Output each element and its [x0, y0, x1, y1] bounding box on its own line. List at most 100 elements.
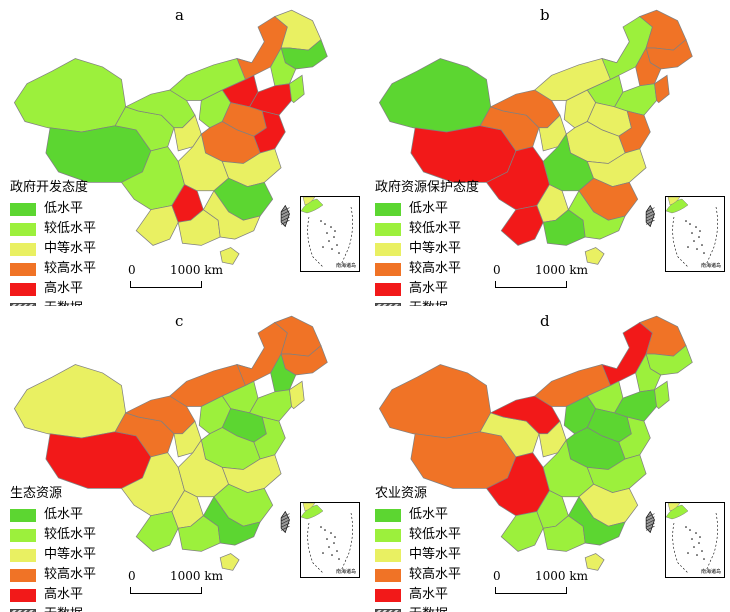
scale-zero: 0 [128, 263, 136, 277]
province-region [567, 496, 626, 546]
legend-item-low: 低水平 [10, 505, 96, 525]
scale-distance: 1000 km [535, 569, 589, 583]
china-map [378, 315, 693, 571]
legend-swatch [375, 548, 401, 562]
legend-item-high: 高水平 [375, 279, 479, 299]
legend-swatch [375, 568, 401, 582]
legend-label: 较高水平 [44, 567, 97, 582]
legend-title: 政府开发态度 [10, 180, 89, 195]
legend-swatch [375, 202, 401, 216]
province-region [500, 511, 544, 552]
south-china-sea-inset: 南海诸岛 [665, 502, 725, 578]
south-china-sea-inset: 南海诸岛 [300, 502, 360, 578]
legend: 农业资源 低水平较低水平中等水平较高水平高水平无数据 [375, 484, 461, 612]
panel-label: d [540, 312, 550, 330]
legend-label: 较低水平 [409, 527, 462, 542]
province-region [202, 496, 261, 546]
legend-item-higher: 较高水平 [10, 259, 96, 279]
legend-item-higher: 较高水平 [375, 565, 461, 585]
legend-swatch [10, 202, 36, 216]
legend-item-high: 高水平 [10, 279, 96, 299]
province-region [45, 431, 152, 489]
legend-title: 生态资源 [10, 486, 63, 501]
province-region [567, 190, 626, 240]
legend-label: 低水平 [44, 507, 84, 522]
province-region [378, 364, 492, 439]
legend-label: 低水平 [409, 507, 449, 522]
map-panel-d: d 农业资源 低水平较低水平中等水平较高水平高水平无数据 0 1000 km [365, 306, 730, 612]
legend-item-high: 高水平 [375, 585, 461, 605]
province-region [13, 364, 127, 439]
province-region [584, 553, 605, 571]
scale-distance: 1000 km [535, 263, 589, 277]
scale-distance: 1000 km [170, 263, 224, 277]
inset-caption: 南海诸岛 [335, 569, 356, 575]
china-map [378, 9, 693, 265]
legend-item-lower: 较低水平 [10, 219, 96, 239]
legend-item-nodata: 无数据 [10, 299, 96, 306]
legend-label: 中等水平 [44, 241, 97, 256]
legend-swatch [375, 242, 401, 256]
legend-swatch [10, 508, 36, 522]
legend-item-nodata: 无数据 [375, 299, 479, 306]
legend-item-lower: 较低水平 [375, 525, 461, 545]
legend: 生态资源 低水平较低水平中等水平较高水平高水平无数据 [10, 484, 96, 612]
inset-map [665, 196, 718, 268]
map-panel-a: a 政府开发态度 低水平较低水平中等水平较高水平高水平无数据 0 1000 km [0, 0, 365, 306]
map-panel-b: b 政府资源保护态度 低水平较低水平中等水平较高水平高水平无数据 0 1000 … [365, 0, 730, 306]
legend-swatch [10, 608, 36, 612]
province-region [289, 74, 305, 104]
legend-swatch [375, 302, 401, 306]
legend-item-nodata: 无数据 [10, 605, 96, 612]
legend-label: 中等水平 [409, 241, 462, 256]
scale-line [495, 587, 567, 594]
legend-item-low: 低水平 [375, 505, 461, 525]
legend-label: 高水平 [44, 587, 84, 602]
legend-item-higher: 较高水平 [375, 259, 479, 279]
legend-swatch [375, 508, 401, 522]
panel-label: a [175, 6, 184, 24]
province-region [378, 58, 492, 133]
legend-item-higher: 较高水平 [10, 565, 96, 585]
legend-title: 农业资源 [375, 486, 428, 501]
province-region [614, 83, 657, 116]
legend-item-nodata: 无数据 [375, 605, 461, 612]
legend-label: 较高水平 [409, 567, 462, 582]
legend-label: 较低水平 [409, 221, 462, 236]
legend-item-lower: 较低水平 [10, 525, 96, 545]
legend-swatch [375, 282, 401, 296]
legend-item-high: 高水平 [10, 585, 96, 605]
legend-swatch [375, 222, 401, 236]
province-region [135, 511, 179, 552]
legend: 政府资源保护态度 低水平较低水平中等水平较高水平高水平无数据 [375, 178, 479, 306]
scale-line [495, 281, 567, 288]
legend-item-lower: 较低水平 [375, 219, 479, 239]
province-region [500, 205, 544, 246]
legend-label: 较低水平 [44, 527, 97, 542]
legend-label: 无数据 [44, 299, 83, 306]
legend-label: 无数据 [409, 299, 448, 306]
inset-caption: 南海诸岛 [700, 263, 721, 269]
legend: 政府开发态度 低水平较低水平中等水平较高水平高水平无数据 [10, 178, 96, 306]
inset-caption: 南海诸岛 [335, 263, 356, 269]
province-region [135, 205, 179, 246]
scale-zero: 0 [128, 569, 136, 583]
panel-label: b [540, 6, 550, 24]
legend-swatch [10, 242, 36, 256]
china-map [13, 315, 328, 571]
legend-swatch [10, 568, 36, 582]
province-region [13, 58, 127, 133]
legend-swatch [10, 302, 36, 306]
province-region [584, 247, 605, 265]
legend-label: 高水平 [44, 281, 84, 296]
legend-swatch [10, 588, 36, 602]
province-region [410, 431, 517, 489]
legend-label: 低水平 [44, 201, 84, 216]
china-map [13, 9, 328, 265]
province-region [654, 74, 670, 104]
legend-label: 中等水平 [44, 547, 97, 562]
legend-label: 较高水平 [409, 261, 462, 276]
province-region [614, 389, 657, 422]
scale-distance: 1000 km [170, 569, 224, 583]
panel-label: c [175, 312, 184, 330]
